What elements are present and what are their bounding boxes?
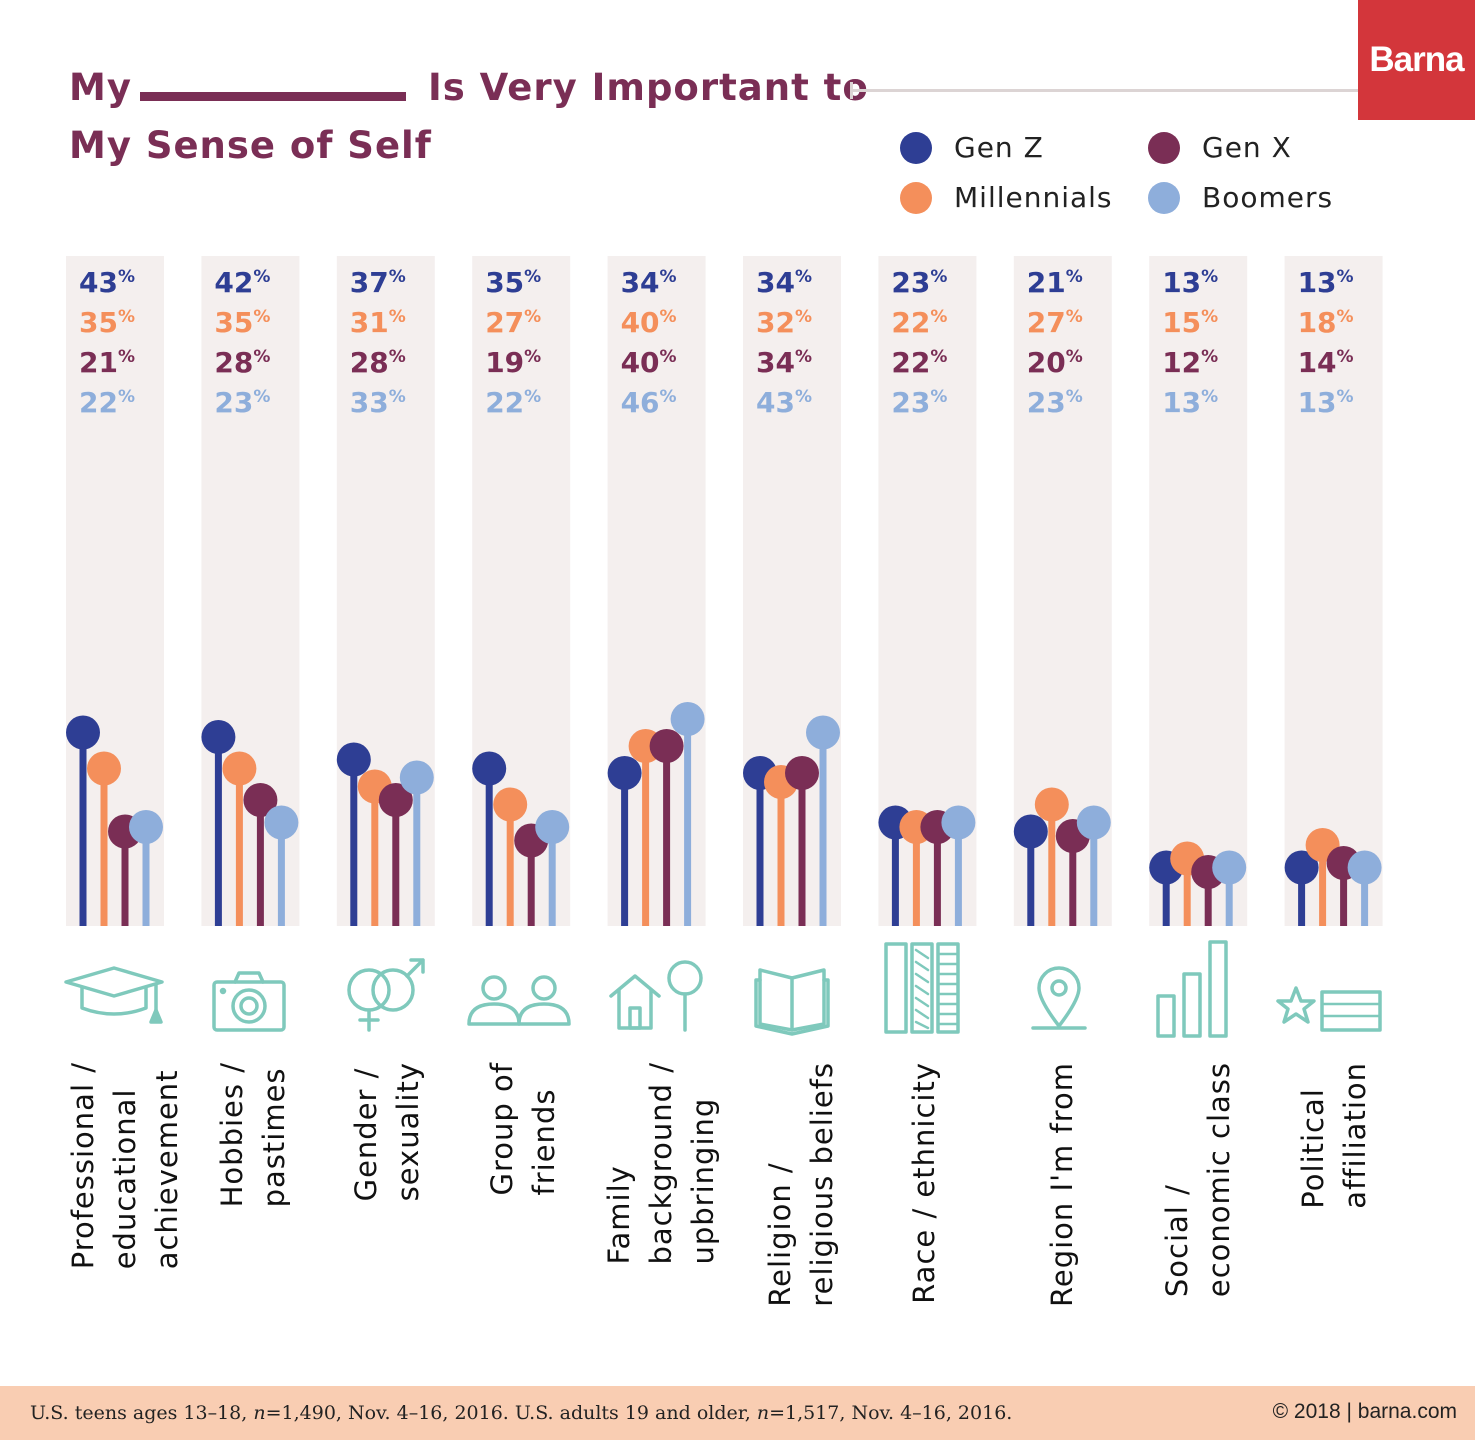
lollipop-dot <box>1347 850 1382 885</box>
legend-item-millennials: Millennials <box>900 181 1113 214</box>
legend-label: Gen X <box>1202 131 1292 164</box>
category-label-gender: Gender / sexuality <box>349 1062 425 1202</box>
category-label-religion: Religion / religious beliefs <box>763 1062 839 1307</box>
lollipop-dot <box>806 715 840 750</box>
lollipop-dot <box>129 810 163 844</box>
lollipop-dot <box>243 783 278 817</box>
legend-swatch <box>900 131 932 164</box>
category-label-family: Family background / upbringing <box>602 1062 720 1265</box>
lollipop-dot <box>399 760 434 795</box>
percent-label: 35% <box>79 306 135 339</box>
open-book-icon <box>754 968 830 1036</box>
copyright: © 2018 | barna.com <box>1272 1400 1457 1423</box>
percent-label: 19% <box>485 346 541 379</box>
lollipop-dot <box>1212 850 1247 885</box>
ethnicity-bars-icon <box>884 942 960 1034</box>
title-blank-line <box>140 92 406 101</box>
note-prefix: U.S. teens ages 13–18, <box>30 1402 254 1424</box>
gender-symbols-icon <box>347 958 425 1032</box>
bar-chart-icon <box>1156 940 1228 1038</box>
category-label-region: Region I'm from <box>1045 1062 1079 1307</box>
lollipop-dot <box>670 702 705 736</box>
lollipop-marks <box>66 702 1382 926</box>
note-mid: =1,490, Nov. 4–16, 2016. U.S. adults 19 … <box>265 1402 757 1424</box>
lollipop-dot <box>472 751 507 786</box>
lollipop-dot <box>378 783 413 817</box>
lollipop-dot <box>607 756 642 790</box>
lollipop-dot <box>535 810 570 844</box>
note-n2: n <box>756 1402 770 1424</box>
legend-swatch <box>900 181 932 214</box>
lollipop-dot <box>1284 850 1319 885</box>
house-tree-icon <box>609 960 703 1032</box>
camera-icon <box>212 971 286 1032</box>
legend-label: Boomers <box>1202 181 1334 214</box>
title-part-3: My Sense of Self <box>69 124 432 167</box>
note-suffix: =1,517, Nov. 4–16, 2016. <box>769 1402 1013 1424</box>
lollipop-dot <box>336 742 371 777</box>
percent-label: 13% <box>1298 386 1354 419</box>
category-panel <box>1149 256 1248 926</box>
sample-note: U.S. teens ages 13–18, n=1,490, Nov. 4–1… <box>30 1402 1012 1424</box>
title-part-1: My <box>69 66 132 109</box>
category-label-friends: Group of friends <box>485 1062 561 1196</box>
lollipop-dot <box>1013 814 1048 849</box>
barna-logo: Barna <box>1358 0 1475 120</box>
category-label-race: Race / ethnicity <box>907 1062 941 1304</box>
category-label-social: Social / economic class <box>1160 1062 1236 1298</box>
legend-item-gen-z: Gen Z <box>900 131 1044 164</box>
legend-label: Millennials <box>954 181 1113 214</box>
legend-item-boomers: Boomers <box>1148 181 1333 214</box>
percent-label: 34% <box>621 266 677 299</box>
title-rule-cap <box>850 82 853 99</box>
percent-label: 27% <box>485 306 541 339</box>
legend-swatch <box>1148 181 1180 214</box>
star-flag-icon <box>1276 986 1382 1032</box>
footer: U.S. teens ages 13–18, n=1,490, Nov. 4–1… <box>0 1386 1475 1440</box>
graduation-cap-icon <box>64 966 164 1024</box>
percent-label: 34% <box>756 266 812 299</box>
lollipop-dot <box>201 720 236 754</box>
legend-swatch <box>1148 131 1180 164</box>
lollipop-dot <box>66 715 100 750</box>
percent-label: 23% <box>891 266 947 299</box>
category-label-political: Political affiliation <box>1296 1062 1372 1209</box>
title-part-2: Is Very Important to <box>428 66 869 109</box>
category-label-hobbies: Hobbies / pastimes <box>215 1062 291 1208</box>
category-label-professional: Professional / educational achievement <box>66 1062 184 1270</box>
category-icons <box>64 940 1382 1038</box>
category-panel <box>1284 256 1383 926</box>
lollipop-dot <box>222 751 257 786</box>
lollipop-dot <box>493 787 528 822</box>
people-icon <box>467 975 571 1026</box>
note-n1: n <box>253 1402 266 1424</box>
percent-label: 22% <box>485 386 541 419</box>
title-rule <box>850 89 1360 92</box>
lollipop-dot <box>941 805 976 840</box>
lollipop-dot <box>264 805 299 840</box>
legend-item-gen-x: Gen X <box>1148 131 1292 164</box>
lollipop-dot <box>87 751 121 786</box>
lollipop-dot <box>785 756 819 790</box>
percent-label: 31% <box>350 306 406 339</box>
percent-label: 23% <box>214 386 270 419</box>
map-pin-icon <box>1031 966 1087 1030</box>
lollipop-dot <box>1034 787 1069 822</box>
lollipop-chart: 43%35%21%22%42%35%28%23%37%31%28%33%35%2… <box>64 256 1383 1038</box>
lollipop-dot <box>1076 805 1111 840</box>
lollipop-dot <box>649 729 684 763</box>
percent-label: 15% <box>1162 306 1218 339</box>
legend-label: Gen Z <box>954 131 1044 164</box>
percent-label: 18% <box>1298 306 1354 339</box>
